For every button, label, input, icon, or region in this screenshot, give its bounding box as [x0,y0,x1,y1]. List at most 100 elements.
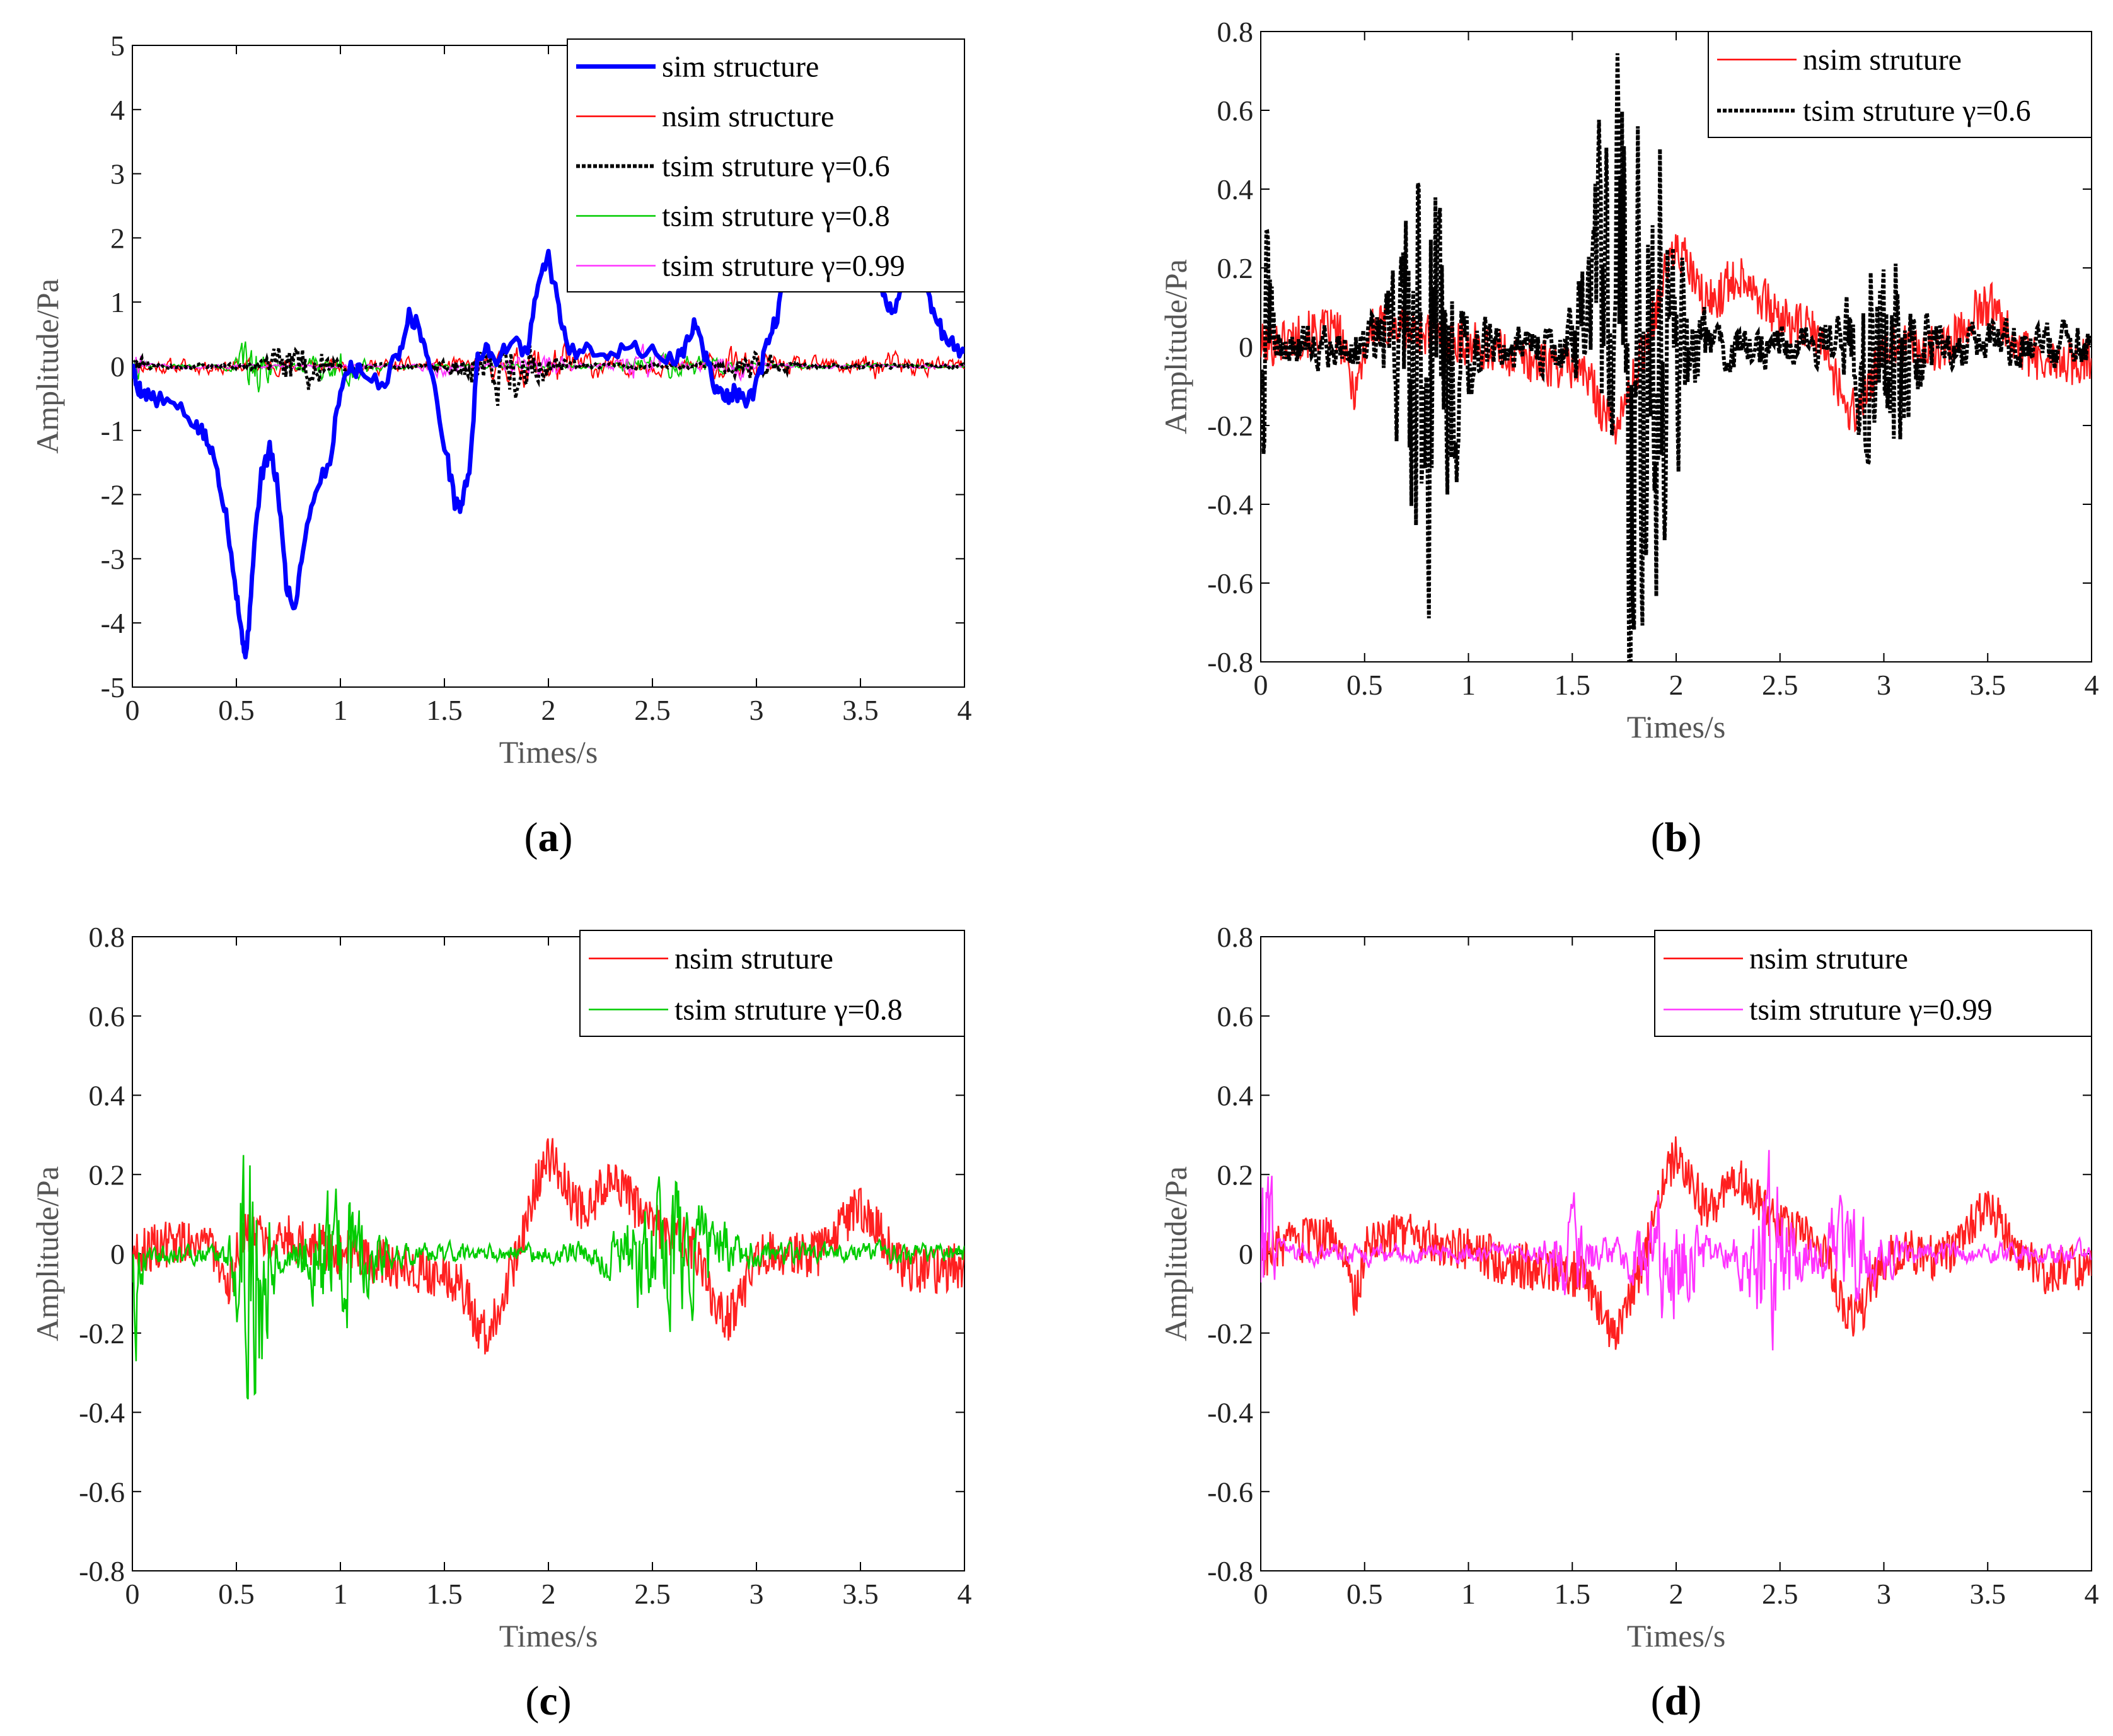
y-tick-label: 0.2 [1217,1159,1254,1191]
legend-entry: tsim struture γ=0.6 [662,150,890,183]
series-line-nsim [1261,1136,2092,1350]
panel-a: 0 0.5 1 1.5 2 2.5 3 3.5 4 5 4 3 2 1 0 -1 -2 -3 -4 -5 Times/s… [30,30,972,860]
y-tick-label: 0.2 [1217,252,1254,284]
x-tick-label: 1.5 [426,1578,463,1610]
x-tick-label: 3.5 [842,694,879,726]
x-tick-label: 4 [958,1578,972,1610]
y-tick-label: -2 [101,479,125,511]
y-axis-label: Amplitude/Pa [30,1166,65,1341]
x-tick-label: 0.5 [1346,669,1383,701]
series-line-3 [132,344,964,382]
x-tick-label: 1 [333,694,348,726]
legend-entry: tsim struture γ=0.99 [662,250,905,283]
x-tick-label: 2 [541,1578,556,1610]
y-tick-label: 3 [110,158,125,190]
x-axis-label: Times/s [1627,1618,1726,1653]
y-tick-label: -4 [101,607,125,639]
panel-label: (c) [525,1678,571,1724]
y-axis-label: Amplitude/Pa [30,279,65,454]
y-tick-label: 0.4 [89,1080,125,1112]
y-tick-label: -3 [101,543,125,575]
y-axis-label: Amplitude/Pa [1158,259,1193,434]
x-axis-label: Times/s [499,734,598,770]
x-tick-label: 4 [958,694,972,726]
series-line-tsim [1261,1150,2092,1351]
x-tick-label: 0 [1254,669,1268,701]
x-tick-label: 1.5 [426,694,463,726]
x-tick-label: 1.5 [1554,669,1591,701]
panel-b: 0 0.5 1 1.5 2 2.5 3 3.5 4 0.8 0.6 0.4 0.2 0 -0.2 -0.4 -0… [1158,16,2099,860]
legend: nsim struture tsim struture γ=0.6 [1708,31,2092,138]
y-tick-label: 0.8 [1217,921,1254,953]
x-tick-label: 4 [2085,1578,2099,1610]
legend: nsim struture tsim struture γ=0.8 [579,930,965,1037]
y-tick-label: 0.8 [89,921,125,953]
legend-entry: tsim struture γ=0.99 [1749,993,1993,1027]
panel-label: (a) [524,814,573,860]
panel-c: 0 0.5 1 1.5 2 2.5 3 3.5 4 0.8 0.6 0.4 0.2 0 -0.2 -0.4 -0… [30,921,972,1724]
y-tick-label: -0.2 [1207,1317,1253,1350]
legend-box [579,930,965,1037]
x-tick-label: 3 [750,694,764,726]
panel-label: (d) [1651,1678,1702,1724]
x-tick-label: 2 [1669,669,1684,701]
legend-entry: nsim struture [674,942,833,976]
y-tick-label: -0.4 [1207,489,1253,521]
x-tick-label: 3.5 [1970,669,2006,701]
x-axis-label: Times/s [1627,709,1726,744]
x-tick-label: 0 [1254,1578,1268,1610]
y-tick-label: 0.2 [89,1159,125,1191]
legend-entry: sim structure [662,50,819,84]
y-tick-label: -5 [101,671,125,703]
y-tick-label: 0 [110,350,125,383]
x-tick-label: 3.5 [1970,1578,2006,1610]
y-tick-label: -0.8 [1207,1555,1253,1587]
legend-entry: nsim struture [1803,43,1962,77]
legend-entry: nsim structure [662,100,834,134]
legend-entry: nsim struture [1749,942,1908,976]
x-axis-label: Times/s [499,1618,598,1653]
y-tick-label: -0.8 [79,1555,125,1587]
legend-box [1708,31,2092,138]
y-tick-label: 5 [110,30,125,62]
x-tick-label: 3.5 [842,1578,879,1610]
y-tick-label: -0.6 [1207,567,1253,599]
series-line-4 [132,343,964,406]
series-layer [1261,1136,2092,1351]
series-layer [132,1138,964,1400]
x-tick-label: 0 [125,694,140,726]
x-tick-label: 0.5 [218,1578,255,1610]
y-tick-label: 4 [110,94,125,126]
x-tick-label: 2 [1669,1578,1684,1610]
x-tick-label: 1 [1461,1578,1476,1610]
x-tick-label: 0.5 [218,694,255,726]
x-tick-label: 3 [1877,669,1891,701]
x-tick-label: 2.5 [1762,669,1798,701]
legend: sim structure nsim structure tsim struture… [567,38,965,292]
legend-entry: tsim struture γ=0.6 [1803,95,2031,128]
y-tick-label: -1 [101,415,125,447]
legend-entry: tsim struture γ=0.8 [674,993,903,1027]
y-tick-label: 0.4 [1217,1080,1254,1112]
y-tick-label: 0.6 [1217,95,1254,127]
x-tick-label: 3 [750,1578,764,1610]
y-tick-label: -0.4 [1207,1397,1253,1429]
legend-entry: tsim struture γ=0.8 [662,200,890,233]
legend-box [1654,930,2092,1037]
x-tick-label: 0.5 [1346,1578,1383,1610]
series-line-tsim [1261,53,2092,662]
y-tick-label: 0 [1239,331,1253,363]
x-tick-label: 2 [541,694,556,726]
series-line-tsim [132,1155,964,1400]
y-axis-label: Amplitude/Pa [1158,1166,1193,1341]
y-tick-label: 0 [1239,1238,1253,1270]
y-tick-label: 0.6 [1217,1000,1254,1033]
x-tick-label: 2.5 [1762,1578,1798,1610]
y-tick-label: 0.6 [89,1000,125,1033]
x-tick-label: 2.5 [634,694,671,726]
y-tick-label: -0.6 [1207,1476,1253,1508]
y-tick-label: -0.8 [1207,646,1253,678]
y-tick-label: 0.4 [1217,173,1254,205]
y-tick-label: 0.8 [1217,16,1254,48]
